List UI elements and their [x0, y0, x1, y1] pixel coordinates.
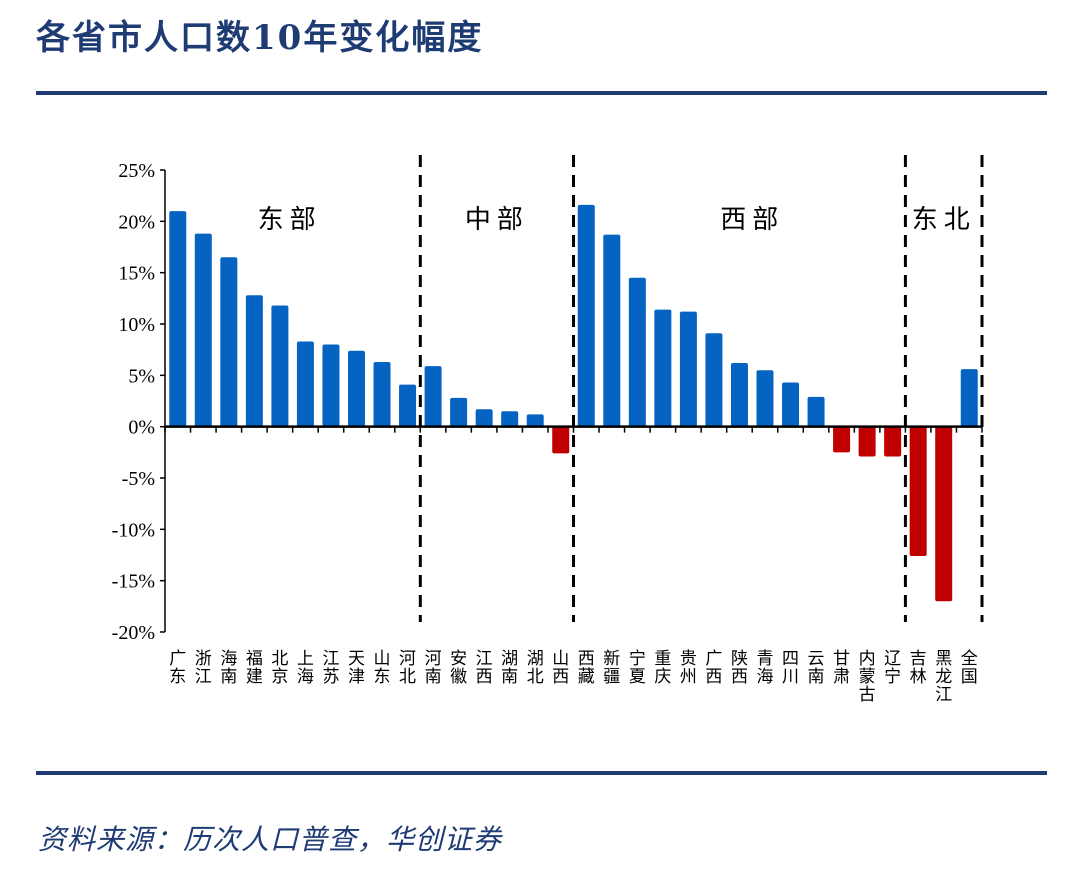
bar: [628, 277, 646, 427]
x-tick-label: 四川: [782, 649, 799, 686]
x-tick-label: 云南: [808, 649, 825, 686]
bar: [501, 411, 519, 427]
x-tick-label: 吉林: [910, 649, 927, 686]
x-tick-label: 新疆: [603, 649, 620, 686]
x-tick-label: 江苏: [322, 649, 339, 686]
x-tick-label: 黑龙江: [935, 649, 952, 704]
x-tick-label: 河南: [425, 649, 442, 686]
bar: [245, 295, 263, 427]
x-tick-label: 贵州: [680, 649, 697, 686]
bar: [526, 414, 544, 427]
region-label: 西部: [720, 205, 784, 234]
bar: [296, 341, 314, 427]
y-tick-label: 20%: [118, 211, 155, 233]
x-tick-label: 山西: [552, 649, 569, 686]
y-tick-label: -10%: [112, 519, 155, 541]
y-tick-label: -5%: [122, 468, 155, 490]
x-tick-label: 宁夏: [629, 649, 646, 686]
x-tick-label: 福建: [246, 649, 263, 686]
bar: [271, 305, 289, 427]
bar: [603, 234, 621, 427]
x-tick-label: 天津: [348, 649, 365, 686]
x-tick-label: 江西: [476, 649, 493, 686]
y-tick-label: -20%: [112, 622, 155, 644]
bar: [679, 311, 697, 427]
x-tick-label: 安徽: [450, 649, 467, 686]
x-tick-label: 湖北: [527, 649, 544, 686]
region-label: 东部: [258, 205, 322, 234]
bottom-rule: [36, 771, 1047, 775]
bar: [756, 370, 774, 427]
bar: [730, 363, 748, 427]
x-tick-label: 西藏: [578, 649, 595, 686]
bar: [807, 396, 825, 427]
bar: [577, 204, 595, 427]
bar: [322, 344, 340, 427]
bar: [654, 309, 672, 427]
bar: [833, 426, 851, 453]
region-label: 东北: [912, 205, 976, 234]
bar: [858, 426, 876, 457]
x-tick-label: 青海: [756, 649, 773, 686]
bar: [884, 426, 902, 457]
x-tick-label: 内蒙古: [859, 649, 876, 704]
x-tick-label: 辽宁: [884, 649, 901, 686]
source-note: 资料来源：历次人口普查，华创证券: [38, 823, 503, 856]
bar: [782, 382, 800, 427]
x-tick-label: 海南: [220, 649, 237, 686]
bar: [960, 369, 978, 427]
bar: [169, 211, 187, 427]
x-tick-label: 山东: [374, 649, 391, 686]
bar: [909, 426, 927, 557]
y-tick-label: 25%: [118, 160, 155, 182]
bar: [373, 361, 391, 427]
bar: [424, 366, 442, 427]
x-tick-label: 上海: [297, 649, 314, 686]
x-tick-label: 陕西: [731, 649, 748, 686]
x-tick-label: 广东: [169, 649, 186, 686]
bar: [194, 233, 212, 427]
y-tick-label: 5%: [128, 365, 155, 387]
y-tick-label: 10%: [118, 314, 155, 336]
x-tick-label: 重庆: [654, 649, 671, 686]
bar: [347, 350, 365, 427]
bar: [552, 426, 570, 454]
chart-title: 各省市人口数10年变化幅度: [36, 18, 484, 58]
bar: [475, 409, 493, 427]
bar: [220, 257, 238, 427]
y-tick-label: 0%: [128, 417, 155, 439]
x-tick-label: 湖南: [501, 649, 518, 686]
x-tick-label: 广西: [705, 649, 722, 686]
bar: [935, 426, 953, 602]
y-tick-label: -15%: [112, 571, 155, 593]
top-rule: [36, 91, 1047, 95]
bar: [399, 384, 417, 427]
bar: [450, 397, 468, 427]
y-tick-label: 15%: [118, 263, 155, 285]
x-tick-label: 河北: [399, 649, 416, 686]
x-tick-label: 北京: [271, 649, 288, 686]
bar: [705, 333, 723, 427]
x-tick-label: 全国: [961, 649, 978, 686]
x-tick-label: 甘肃: [833, 649, 850, 686]
x-tick-label: 浙江: [195, 649, 212, 686]
region-label: 中部: [465, 205, 529, 234]
